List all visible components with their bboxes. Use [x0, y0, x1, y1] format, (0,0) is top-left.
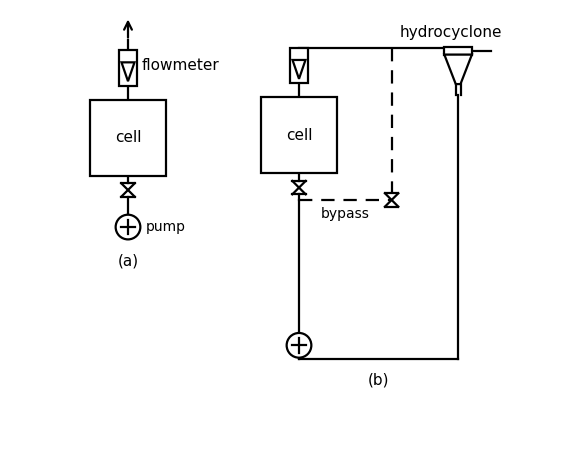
Text: cell: cell — [286, 128, 312, 143]
Bar — [119, 50, 137, 86]
Bar — [261, 97, 337, 173]
Bar — [90, 100, 166, 176]
Text: flowmeter: flowmeter — [141, 58, 219, 73]
Text: cell: cell — [115, 130, 141, 145]
Bar — [444, 48, 472, 55]
Text: pump: pump — [146, 220, 186, 234]
Circle shape — [287, 333, 312, 358]
Bar — [290, 48, 308, 83]
Polygon shape — [444, 55, 472, 84]
Text: (b): (b) — [368, 372, 389, 388]
Text: bypass: bypass — [321, 207, 370, 221]
Circle shape — [116, 215, 140, 239]
Text: (a): (a) — [118, 253, 138, 268]
Text: hydrocyclone: hydrocyclone — [400, 25, 502, 40]
